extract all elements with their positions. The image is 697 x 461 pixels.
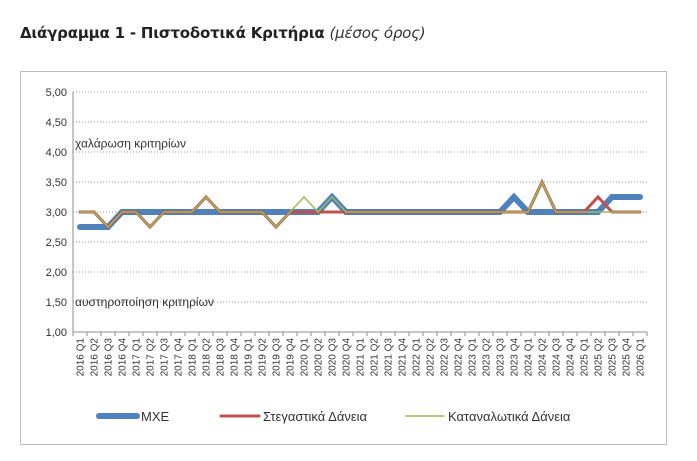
x-tick-label: 2025 Q2 (594, 338, 605, 377)
x-tick-label: 2019 Q4 (286, 338, 297, 377)
series-line-2 (79, 180, 641, 229)
y-tick-label: 5,00 (46, 87, 67, 99)
x-tick-label: 2022 Q2 (426, 338, 437, 377)
x-tick-label: 2018 Q1 (188, 338, 199, 377)
chart-frame: 5,00 4,50 4,00 3,50 3,00 2,50 2,00 1,50 1,00 2016… (20, 71, 667, 445)
chart-title: Διάγραμμα 1 - Πιστοδοτικά Κριτήρια (μέσο… (20, 24, 426, 42)
legend-label: ΜΧΕ (141, 409, 170, 424)
y-tick-label: 3,50 (46, 177, 67, 189)
x-tick-label: 2016 Q1 (76, 338, 87, 377)
x-tick-label: 2023 Q2 (482, 338, 493, 377)
x-tick-label: 2017 Q2 (146, 338, 157, 377)
series-line-1 (78, 178, 642, 230)
x-tick-label: 2025 Q4 (622, 338, 633, 377)
x-tick-label: 2023 Q1 (468, 338, 479, 377)
x-tick-label: 2019 Q2 (258, 338, 269, 377)
y-tick-label: 4,00 (46, 147, 67, 159)
chart-annotation: αυστηροποίηση κριτηρίων (75, 295, 214, 309)
x-tick-label: 2017 Q4 (174, 338, 185, 377)
y-tick-label: 2,50 (46, 237, 67, 249)
x-tick-label: 2020 Q4 (342, 338, 353, 377)
x-tick-label: 2022 Q3 (440, 338, 451, 377)
y-tick-label: 4,50 (46, 117, 67, 129)
legend-label: Καταναλωτικά Δάνεια (448, 409, 571, 424)
x-tick-label: 2018 Q4 (230, 338, 241, 377)
x-tick-label: 2020 Q1 (300, 338, 311, 377)
y-tick-label: 2,00 (46, 267, 67, 279)
x-tick-label: 2019 Q1 (244, 338, 255, 377)
x-tick-label: 2016 Q2 (90, 338, 101, 377)
chart-subtitle: (μέσος όρος) (329, 24, 426, 42)
x-tick-label: 2023 Q4 (510, 338, 521, 377)
x-tick-label: 2016 Q3 (104, 338, 115, 377)
x-tick-label: 2021 Q1 (356, 338, 367, 377)
x-tick-label: 2026 Q1 (636, 338, 647, 377)
chart-annotation: χαλάρωση κριτηρίων (75, 137, 186, 151)
legend-label: Στεγαστικά Δάνεια (263, 409, 368, 424)
x-tick-label: 2024 Q4 (566, 338, 577, 377)
x-tick-label: 2017 Q1 (132, 338, 143, 377)
x-tick-label: 2018 Q2 (202, 338, 213, 377)
chart-title-text: Διάγραμμα 1 - Πιστοδοτικά Κριτήρια (20, 24, 325, 42)
x-tick-label: 2021 Q3 (384, 338, 395, 377)
x-tick-label: 2016 Q4 (118, 338, 129, 377)
x-tick-label: 2021 Q2 (370, 338, 381, 377)
x-tick-label: 2021 Q4 (398, 338, 409, 377)
x-tick-label: 2025 Q3 (608, 338, 619, 377)
x-tick-label: 2025 Q1 (580, 338, 591, 377)
x-tick-label: 2020 Q2 (314, 338, 325, 377)
x-tick-label: 2022 Q1 (412, 338, 423, 377)
x-tick-label: 2024 Q3 (552, 338, 563, 377)
y-tick-label: 1,50 (46, 297, 67, 309)
x-tick-label: 2024 Q2 (538, 338, 549, 377)
x-tick-label: 2022 Q4 (454, 338, 465, 377)
line-chart: 5,00 4,50 4,00 3,50 3,00 2,50 2,00 1,50 1,00 2016… (46, 87, 648, 424)
x-tick-label: 2020 Q3 (328, 338, 339, 377)
x-tick-label: 2024 Q1 (524, 338, 535, 377)
x-tick-label: 2018 Q3 (216, 338, 227, 377)
x-tick-label: 2023 Q3 (496, 338, 507, 377)
y-tick-label: 1,00 (46, 327, 67, 339)
x-tick-label: 2019 Q3 (272, 338, 283, 377)
x-tick-label: 2017 Q3 (160, 338, 171, 377)
y-tick-label: 3,00 (46, 207, 67, 219)
